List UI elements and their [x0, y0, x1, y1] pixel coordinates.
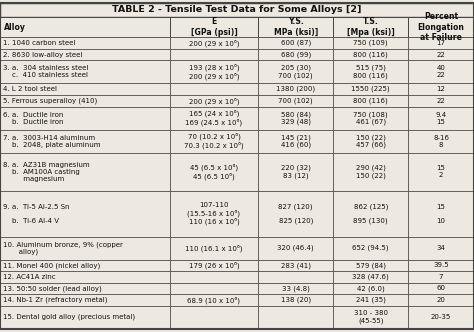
- Bar: [408, 17, 474, 38]
- Bar: [408, 152, 474, 191]
- Bar: [258, 107, 333, 129]
- Bar: [333, 152, 408, 191]
- Bar: [0, 17, 170, 38]
- Text: 7. a.  3003-H14 aluminum
    b.  2048, plate aluminum: 7. a. 3003-H14 aluminum b. 2048, plate a…: [3, 134, 101, 147]
- Text: 15. Dental gold alloy (precious metal): 15. Dental gold alloy (precious metal): [3, 314, 136, 320]
- Text: 145 (21)
416 (60): 145 (21) 416 (60): [281, 134, 311, 148]
- Bar: [170, 283, 258, 294]
- Bar: [170, 294, 258, 306]
- Text: 110 (16.1 x 10⁶): 110 (16.1 x 10⁶): [185, 244, 243, 252]
- Bar: [170, 60, 258, 83]
- Text: 11. Monel 400 (nickel alloy): 11. Monel 400 (nickel alloy): [3, 262, 100, 269]
- Text: 1. 1040 carbon steel: 1. 1040 carbon steel: [3, 40, 76, 46]
- Bar: [333, 60, 408, 83]
- Text: 40
22: 40 22: [437, 65, 446, 78]
- Text: 580 (84)
329 (48): 580 (84) 329 (48): [281, 111, 311, 125]
- Text: 750 (108)
461 (67): 750 (108) 461 (67): [354, 111, 388, 125]
- Bar: [258, 17, 333, 38]
- Bar: [258, 191, 333, 237]
- Bar: [408, 49, 474, 60]
- Bar: [170, 95, 258, 107]
- Bar: [0, 294, 170, 306]
- Bar: [408, 95, 474, 107]
- Bar: [333, 95, 408, 107]
- Text: 179 (26 x 10⁶): 179 (26 x 10⁶): [189, 262, 239, 269]
- Text: 22: 22: [437, 98, 446, 104]
- Text: 60: 60: [437, 286, 446, 291]
- Bar: [333, 17, 408, 38]
- Text: 17: 17: [437, 40, 446, 46]
- Bar: [333, 237, 408, 260]
- Bar: [258, 49, 333, 60]
- Text: 4. L 2 tool steel: 4. L 2 tool steel: [3, 86, 57, 92]
- Text: 9.4
15: 9.4 15: [436, 112, 447, 124]
- Text: 14. Nb-1 Zr (refractory metal): 14. Nb-1 Zr (refractory metal): [3, 297, 108, 303]
- Text: 579 (84): 579 (84): [356, 262, 386, 269]
- Bar: [258, 294, 333, 306]
- Text: 5. Ferrous superalloy (410): 5. Ferrous superalloy (410): [3, 98, 98, 104]
- Bar: [333, 191, 408, 237]
- Text: 680 (99): 680 (99): [281, 51, 311, 58]
- Bar: [333, 38, 408, 49]
- Bar: [408, 283, 474, 294]
- Text: 45 (6.5 x 10⁶)
45 (6.5 10⁶): 45 (6.5 x 10⁶) 45 (6.5 10⁶): [190, 163, 238, 180]
- Bar: [408, 260, 474, 271]
- Bar: [170, 306, 258, 329]
- Text: 205 (30)
700 (102): 205 (30) 700 (102): [278, 65, 313, 79]
- Bar: [258, 283, 333, 294]
- Bar: [333, 271, 408, 283]
- Text: 165 (24 x 10⁶)
169 (24.5 x 10⁶): 165 (24 x 10⁶) 169 (24.5 x 10⁶): [185, 110, 243, 126]
- Text: 15

10: 15 10: [437, 204, 446, 223]
- Bar: [333, 306, 408, 329]
- Text: 328 (47.6): 328 (47.6): [352, 274, 389, 280]
- Text: 8-16
8: 8-16 8: [433, 134, 449, 147]
- Bar: [170, 83, 258, 95]
- Bar: [408, 306, 474, 329]
- Bar: [408, 38, 474, 49]
- Text: 800 (116): 800 (116): [353, 51, 388, 58]
- Bar: [0, 152, 170, 191]
- Text: 310 - 380
(45-55): 310 - 380 (45-55): [354, 310, 388, 324]
- Text: 20-35: 20-35: [431, 314, 451, 320]
- Text: 241 (35): 241 (35): [356, 297, 386, 303]
- Text: 7: 7: [439, 274, 443, 280]
- Text: 283 (41): 283 (41): [281, 262, 311, 269]
- Bar: [170, 260, 258, 271]
- Bar: [258, 60, 333, 83]
- Bar: [333, 260, 408, 271]
- Text: 8. a.  AZ31B magnesium
    b.  AM100A casting
         magnesium: 8. a. AZ31B magnesium b. AM100A casting …: [3, 162, 90, 182]
- Text: 20: 20: [437, 297, 446, 303]
- Text: 12. AC41A zinc: 12. AC41A zinc: [3, 274, 56, 280]
- Bar: [0, 95, 170, 107]
- Text: Y.S.
MPa (ksi)]: Y.S. MPa (ksi)]: [273, 17, 318, 37]
- Text: 15
2: 15 2: [437, 165, 446, 178]
- Bar: [408, 237, 474, 260]
- Bar: [0, 49, 170, 60]
- Bar: [408, 294, 474, 306]
- Text: 22: 22: [437, 52, 446, 58]
- Text: 150 (22)
457 (66): 150 (22) 457 (66): [356, 134, 386, 148]
- Text: TABLE 2 - Tensile Test Data for Some Alloys [2]: TABLE 2 - Tensile Test Data for Some All…: [112, 5, 362, 15]
- Text: 68.9 (10 x 10⁶): 68.9 (10 x 10⁶): [187, 296, 240, 304]
- Bar: [170, 191, 258, 237]
- Bar: [0, 107, 170, 129]
- Bar: [0, 271, 170, 283]
- Bar: [0, 237, 170, 260]
- Bar: [0, 306, 170, 329]
- Text: 220 (32)
83 (12): 220 (32) 83 (12): [281, 165, 310, 179]
- Bar: [333, 49, 408, 60]
- Text: 6. a.  Ductile iron
    b.  Ductile iron: 6. a. Ductile iron b. Ductile iron: [3, 112, 64, 124]
- Bar: [258, 38, 333, 49]
- Bar: [0, 283, 170, 294]
- Bar: [408, 271, 474, 283]
- Text: 34: 34: [437, 245, 446, 251]
- Bar: [170, 271, 258, 283]
- Text: 138 (20): 138 (20): [281, 297, 311, 303]
- Bar: [170, 38, 258, 49]
- Text: 320 (46.4): 320 (46.4): [277, 245, 314, 251]
- Text: 12: 12: [437, 86, 446, 92]
- Bar: [333, 129, 408, 152]
- Bar: [170, 237, 258, 260]
- Bar: [170, 129, 258, 152]
- Bar: [0, 38, 170, 49]
